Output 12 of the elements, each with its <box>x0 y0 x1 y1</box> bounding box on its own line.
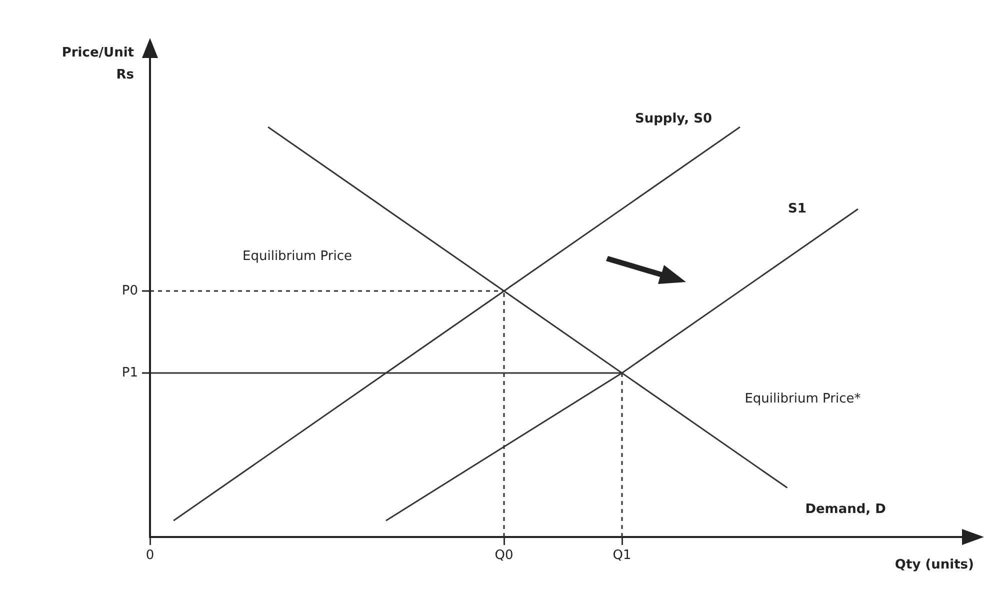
series-label: Demand, D <box>805 502 886 518</box>
x-tick-label: 0 <box>146 548 154 564</box>
y-axis-title: Price/Unit Rs <box>62 45 134 82</box>
series-label: Supply, S0 <box>635 111 712 126</box>
x-tick-label: Q1 <box>612 548 632 564</box>
annotation: Equilibrium Price <box>242 248 352 264</box>
series-label: P1 <box>122 365 138 380</box>
series-label: P0 <box>122 283 138 298</box>
annotation: Equilibrium Price* <box>744 392 862 407</box>
series-label: S1 <box>788 201 806 216</box>
x-axis-title: Qty (units) <box>894 557 974 572</box>
x-tick-label: Q0 <box>494 548 514 564</box>
